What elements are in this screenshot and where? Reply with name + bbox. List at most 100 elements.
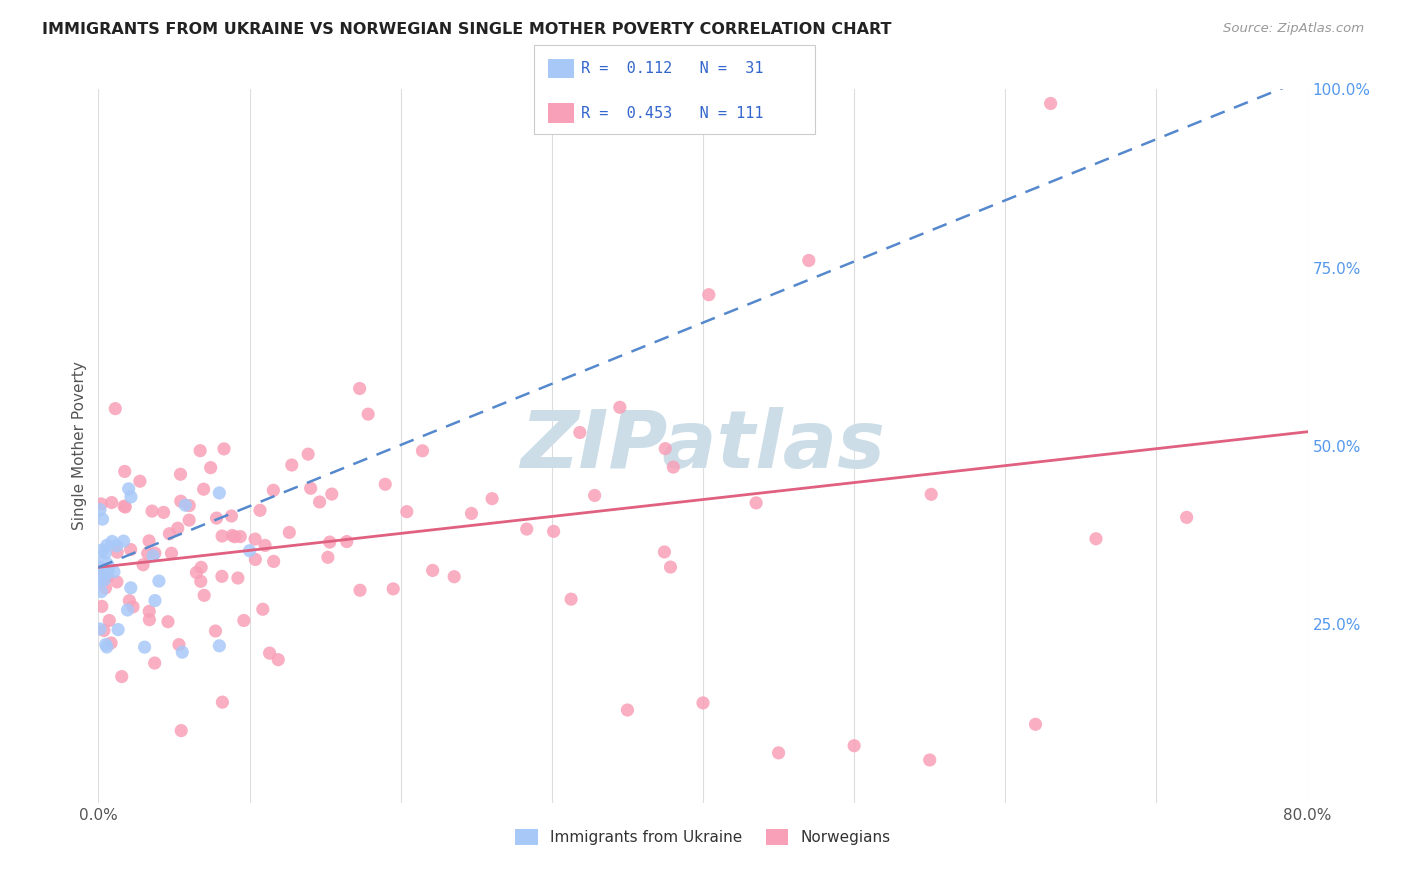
Point [96, 538, 118, 552]
Point [226, 571, 249, 585]
Point [297, 447, 319, 461]
Point [583, 488, 606, 502]
Point [654, 442, 676, 456]
Point [745, 496, 768, 510]
Point [157, 526, 180, 541]
Point [94, 637, 117, 651]
Point [138, 533, 160, 548]
Point [166, 521, 188, 535]
Point [316, 550, 339, 565]
Point [1039, 96, 1062, 111]
Point [193, 482, 215, 496]
Point [174, 498, 197, 512]
Point [374, 477, 396, 491]
Point [221, 508, 243, 523]
Point [1024, 717, 1046, 731]
Point [105, 545, 128, 559]
Point [609, 401, 631, 415]
Point [654, 545, 676, 559]
Point [148, 574, 170, 588]
Point [114, 465, 136, 479]
Point [89, 560, 111, 574]
Point [112, 499, 135, 513]
Point [254, 538, 277, 552]
Point [91, 512, 114, 526]
Point [97, 566, 120, 580]
Point [190, 560, 212, 574]
Point [659, 560, 682, 574]
Point [221, 528, 243, 542]
Point [91, 543, 114, 558]
Point [382, 582, 405, 596]
Point [89, 502, 111, 516]
Point [560, 592, 582, 607]
Point [616, 703, 638, 717]
Point [100, 636, 122, 650]
Point [186, 566, 208, 580]
Point [443, 570, 465, 584]
Point [208, 639, 231, 653]
Point [224, 530, 246, 544]
Point [179, 499, 201, 513]
Point [143, 546, 166, 560]
Text: Source: ZipAtlas.com: Source: ZipAtlas.com [1223, 22, 1364, 36]
Point [156, 615, 179, 629]
Point [94, 581, 117, 595]
Point [212, 442, 235, 456]
Point [205, 511, 228, 525]
Point [90, 599, 112, 614]
Point [120, 542, 142, 557]
Point [697, 287, 720, 301]
Point [129, 474, 152, 488]
Point [94, 571, 117, 585]
Point [93, 573, 115, 587]
Point [89, 622, 111, 636]
Point [239, 543, 262, 558]
Point [132, 558, 155, 572]
Point [107, 623, 129, 637]
Point [117, 603, 139, 617]
Point [200, 460, 222, 475]
Point [422, 564, 444, 578]
Point [118, 482, 141, 496]
Point [844, 739, 866, 753]
Point [160, 546, 183, 560]
Point [768, 746, 790, 760]
Point [395, 505, 418, 519]
Text: IMMIGRANTS FROM UKRAINE VS NORWEGIAN SINGLE MOTHER POVERTY CORRELATION CHART: IMMIGRANTS FROM UKRAINE VS NORWEGIAN SIN… [42, 22, 891, 37]
Point [1175, 510, 1198, 524]
Point [243, 532, 266, 546]
Point [90, 497, 112, 511]
Point [136, 546, 159, 560]
Point [101, 534, 124, 549]
Point [120, 581, 142, 595]
Point [170, 723, 193, 738]
Point [211, 529, 233, 543]
Point [278, 525, 301, 540]
Point [920, 487, 942, 501]
Point [111, 669, 134, 683]
Point [138, 604, 160, 618]
Point [87, 566, 110, 581]
Text: ZIPatlas: ZIPatlas [520, 407, 886, 485]
Point [138, 613, 160, 627]
Point [96, 570, 118, 584]
Point [170, 494, 193, 508]
Point [336, 534, 359, 549]
Point [169, 467, 191, 482]
Point [281, 458, 304, 472]
Point [152, 505, 174, 519]
Point [93, 624, 115, 638]
Point [262, 483, 284, 498]
Point [105, 574, 128, 589]
Point [411, 443, 433, 458]
Legend: Immigrants from Ukraine, Norwegians: Immigrants from Ukraine, Norwegians [515, 830, 891, 845]
Point [349, 583, 371, 598]
Point [232, 614, 254, 628]
Point [105, 539, 128, 553]
Y-axis label: Single Mother Poverty: Single Mother Poverty [72, 361, 87, 531]
Point [114, 500, 136, 514]
Point [143, 656, 166, 670]
Point [120, 490, 142, 504]
Point [91, 560, 114, 574]
